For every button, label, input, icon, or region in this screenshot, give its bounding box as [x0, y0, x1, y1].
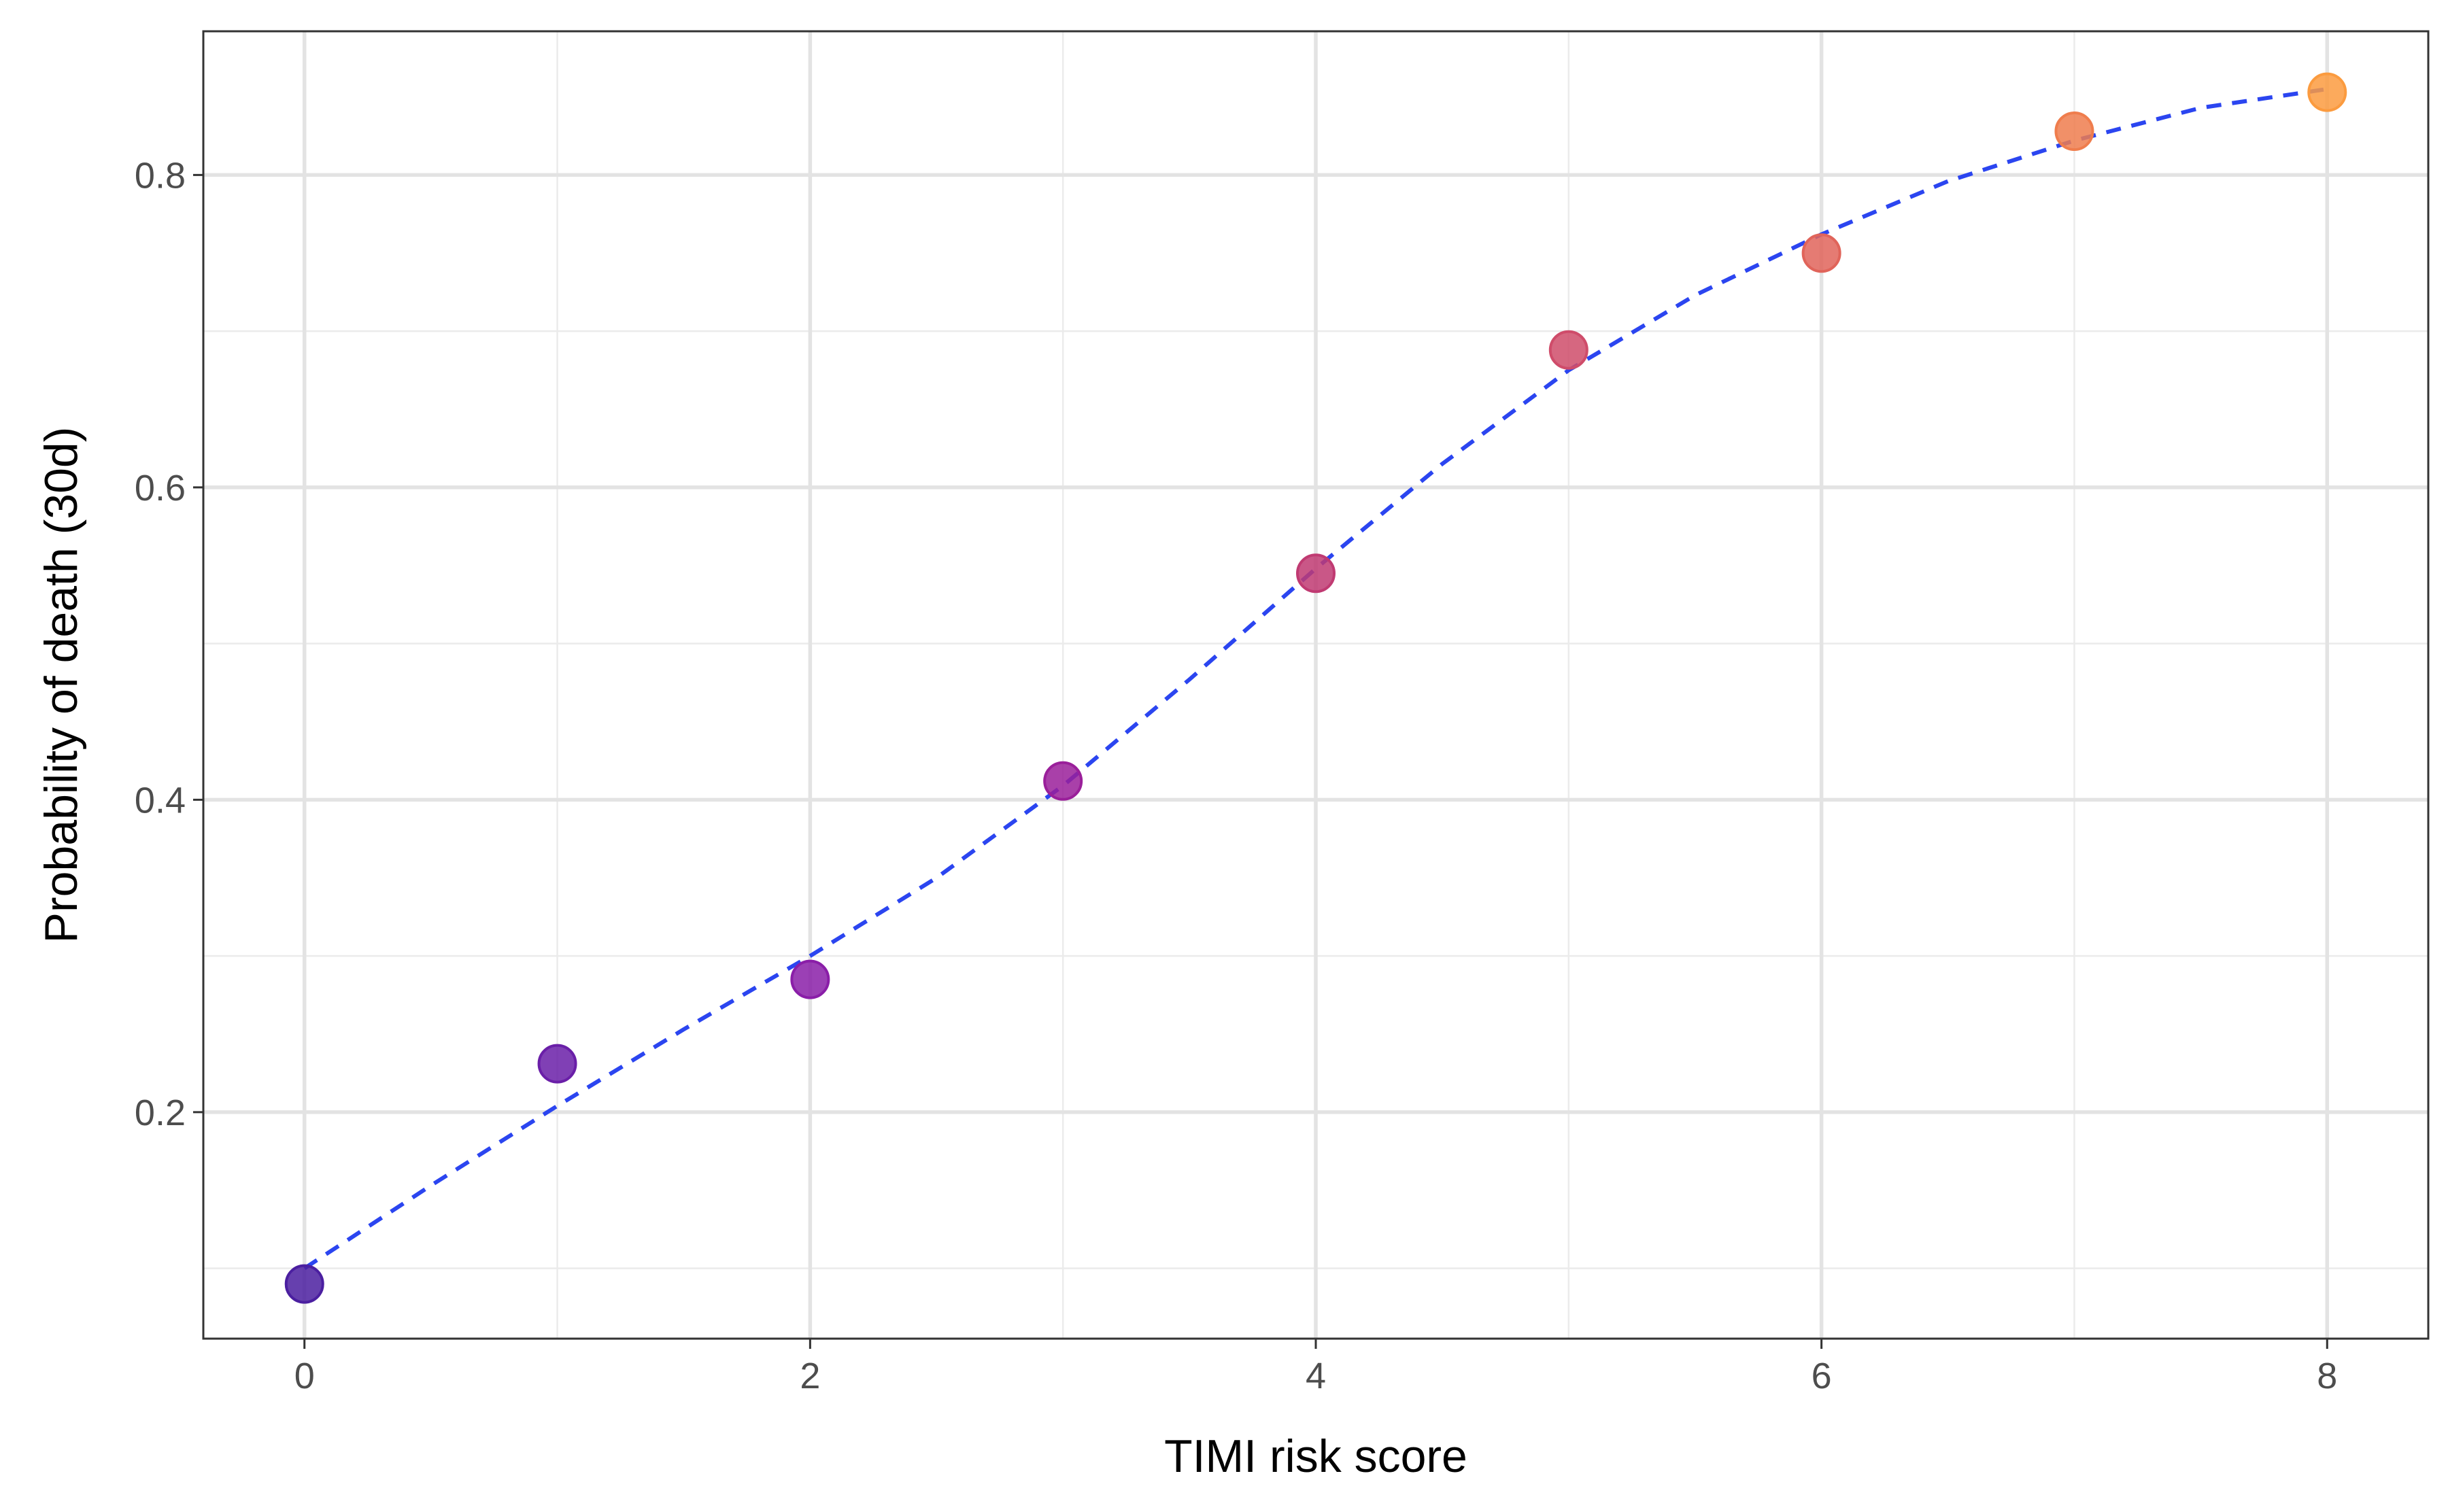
x-tick-label: 2	[800, 1356, 820, 1396]
data-point	[790, 959, 830, 999]
x-tick-label: 0	[294, 1356, 315, 1396]
data-point	[2054, 111, 2094, 152]
y-axis-title: Probability of death (30d)	[35, 427, 87, 944]
y-tick-label: 0.8	[135, 155, 186, 196]
x-axis-ticks: 0 2 4 6 8	[294, 1339, 2337, 1396]
y-tick-label: 0.2	[135, 1093, 186, 1133]
y-axis-ticks: 0.2 0.4 0.6 0.8	[135, 155, 203, 1133]
fit-line	[303, 87, 2328, 1271]
data-point	[537, 1044, 577, 1084]
data-point	[1548, 330, 1588, 370]
y-tick-label: 0.6	[135, 468, 186, 509]
data-points-layer	[284, 72, 2347, 1304]
x-tick-label: 4	[1306, 1356, 1326, 1396]
data-point	[1043, 761, 1083, 801]
x-tick-label: 8	[2317, 1356, 2337, 1396]
data-point	[2307, 72, 2347, 112]
data-point	[284, 1264, 324, 1304]
data-point	[1801, 233, 1841, 273]
y-tick-label: 0.4	[135, 780, 186, 821]
x-axis-title: TIMI risk score	[1164, 1430, 1467, 1482]
data-point	[1296, 553, 1336, 594]
fit-line-layer	[303, 87, 2328, 1271]
x-tick-label: 6	[1812, 1356, 1832, 1396]
